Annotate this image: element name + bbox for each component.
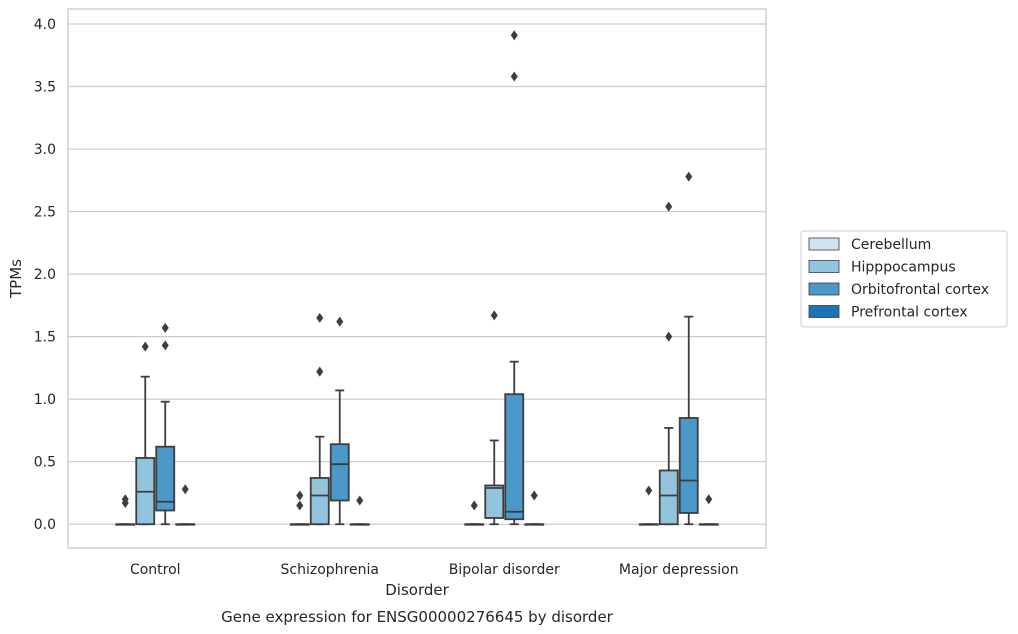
- outlier-point: [530, 490, 538, 501]
- outlier-point: [645, 485, 653, 496]
- outlier-point: [296, 490, 304, 501]
- outlier-point: [665, 201, 673, 212]
- outlier-point: [161, 322, 169, 333]
- box: [484, 484, 505, 519]
- category-group: [289, 312, 370, 526]
- outlier-point: [705, 494, 713, 505]
- category-group: [464, 30, 545, 526]
- box: [309, 477, 330, 526]
- x-tick-label: Major depression: [619, 562, 739, 578]
- outlier-point: [685, 171, 693, 182]
- y-tick-label: 2.5: [34, 205, 56, 221]
- outlier-point: [161, 340, 169, 351]
- outlier-point: [490, 310, 498, 321]
- y-axis-title: TPMs: [7, 259, 25, 299]
- y-tick-label: 1.0: [34, 392, 56, 408]
- legend-swatch: [808, 260, 840, 273]
- y-tick-label: 1.5: [34, 330, 56, 346]
- outlier-point: [470, 500, 478, 511]
- x-axis-title: Disorder: [385, 581, 449, 599]
- y-tick-label: 3.5: [34, 80, 56, 96]
- x-tick-label: Control: [130, 562, 181, 578]
- y-tick-label: 0.5: [34, 455, 56, 471]
- x-axis-ticks: Control Schizophrenia Bipolar disorder Majo…: [130, 562, 739, 578]
- outlier-point: [510, 30, 518, 41]
- legend-label: Cerebellum: [851, 237, 931, 253]
- outlier-point: [296, 500, 304, 511]
- category-group: [638, 171, 719, 526]
- y-tick-label: 4.0: [34, 17, 56, 33]
- outlier-point: [316, 312, 324, 323]
- legend-label: Orbitofrontal cortex: [851, 282, 989, 298]
- legend-swatch: [808, 282, 840, 296]
- x-tick-label: Bipolar disorder: [449, 562, 560, 578]
- category-group: [115, 322, 196, 526]
- outlier-point: [336, 316, 344, 327]
- outlier-point: [316, 366, 324, 377]
- outlier-point: [121, 494, 129, 505]
- y-tick-label: 0.0: [34, 517, 56, 533]
- y-tick-label: 3.0: [34, 142, 56, 158]
- box: [658, 469, 679, 526]
- box-groups: [115, 30, 719, 526]
- x-tick-label: Schizophrenia: [281, 562, 379, 578]
- legend-swatch: [808, 305, 840, 318]
- y-tick-label: 2.0: [34, 267, 56, 283]
- outlier-point: [141, 341, 149, 352]
- box: [504, 393, 525, 521]
- outlier-point: [510, 71, 518, 82]
- legend: Cerebellum Hipppocampus Orbitofrontal cort…: [800, 230, 1008, 328]
- legend-frame: [800, 230, 1008, 328]
- box: [329, 443, 350, 502]
- legend-label: Hipppocampus: [851, 260, 956, 276]
- legend-swatch: [808, 237, 840, 251]
- y-axis-ticks: 0.0 0.5 1.0 1.5 2.0 2.5 3.0 3.5 4.0: [34, 17, 56, 533]
- figure-caption: Gene expression for ENSG00000276645 by d…: [221, 608, 614, 626]
- box: [678, 417, 699, 514]
- outlier-point: [181, 484, 189, 495]
- box: [155, 445, 176, 512]
- legend-label: Prefrontal cortex: [851, 305, 968, 321]
- outlier-point: [356, 495, 364, 506]
- grid-lines: [68, 23, 766, 525]
- plot-area-frame: [67, 8, 767, 549]
- outlier-point: [665, 331, 673, 342]
